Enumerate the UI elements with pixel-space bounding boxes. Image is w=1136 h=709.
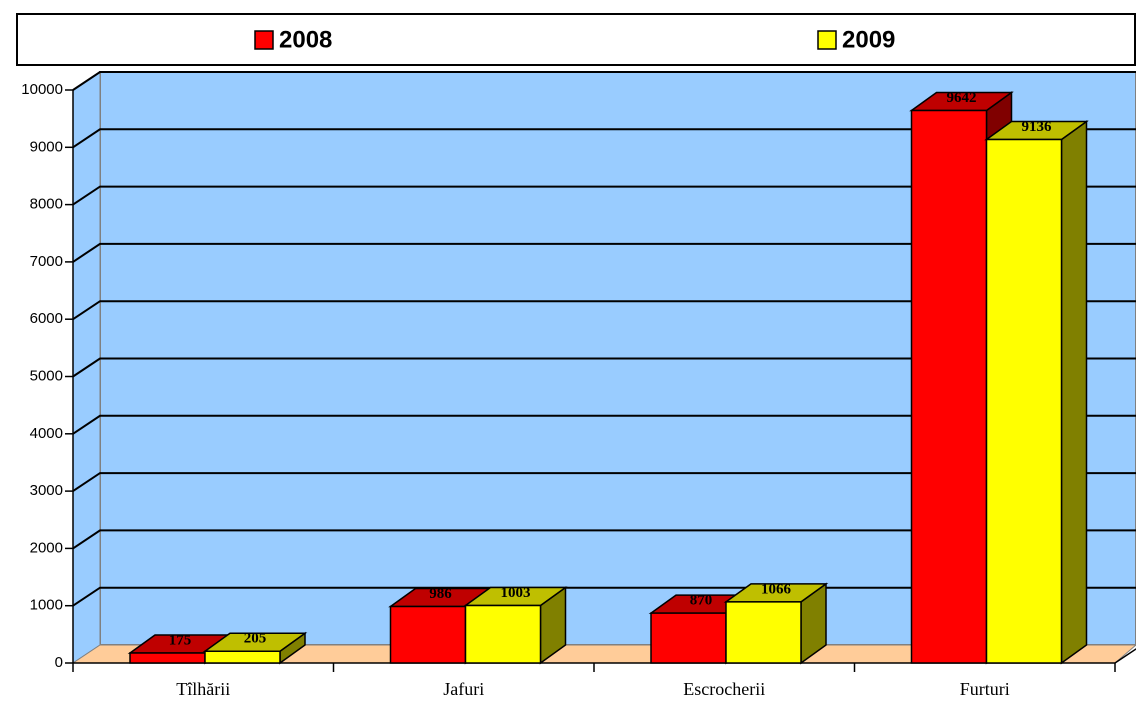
x-tick-label: Escrocherii (683, 679, 765, 699)
data-label: 870 (690, 593, 713, 609)
data-label: 9136 (1022, 119, 1053, 135)
bar (463, 586, 568, 665)
y-tick-label: 10000 (21, 81, 63, 98)
legend-swatch (254, 30, 274, 50)
bar-face (725, 601, 802, 664)
grid-line (72, 414, 1136, 435)
data-label: 1003 (501, 585, 531, 601)
legend-swatch (817, 30, 837, 50)
data-label: 175 (169, 632, 192, 648)
bar (984, 120, 1089, 665)
y-tick-label: 1000 (30, 597, 63, 614)
bar (723, 582, 829, 665)
bar (202, 631, 308, 665)
y-tick-label: 8000 (30, 196, 63, 213)
data-label: 1066 (761, 581, 792, 597)
bar-face (910, 109, 988, 664)
bar-face (1060, 120, 1088, 665)
grid-line (72, 128, 1136, 149)
y-tick-label: 0 (55, 654, 63, 671)
bar (127, 633, 233, 665)
data-label: 986 (429, 586, 452, 602)
y-tick-label: 7000 (30, 253, 63, 270)
legend-label: 2009 (842, 26, 895, 53)
x-tick-label: Furturi (960, 679, 1010, 699)
bar-face (464, 604, 542, 664)
y-tick-label: 3000 (30, 482, 63, 499)
y-tick-label: 5000 (30, 367, 63, 384)
y-tick-label: 2000 (30, 539, 63, 556)
bar-face (389, 605, 467, 664)
grid-line (72, 472, 1136, 492)
grid-line (72, 71, 1136, 91)
bar-face (650, 612, 727, 664)
grid-line (72, 300, 1136, 321)
y-tick-label: 4000 (30, 425, 63, 442)
bar-face (985, 138, 1063, 664)
bar-face (129, 652, 206, 664)
grid-line (72, 357, 1136, 378)
grid-line (72, 529, 1136, 550)
legend-box (16, 13, 1136, 66)
data-label: 205 (244, 631, 267, 647)
x-tick-label: Tîlhării (176, 679, 230, 699)
y-tick-label: 6000 (30, 310, 63, 327)
data-label: 9642 (947, 90, 977, 106)
bar-face (204, 650, 281, 664)
x-tick-label: Jafuri (443, 679, 484, 699)
legend-label: 2008 (279, 26, 332, 53)
grid-line (72, 185, 1136, 206)
y-tick-label: 9000 (30, 138, 63, 155)
grid-line (72, 242, 1136, 263)
